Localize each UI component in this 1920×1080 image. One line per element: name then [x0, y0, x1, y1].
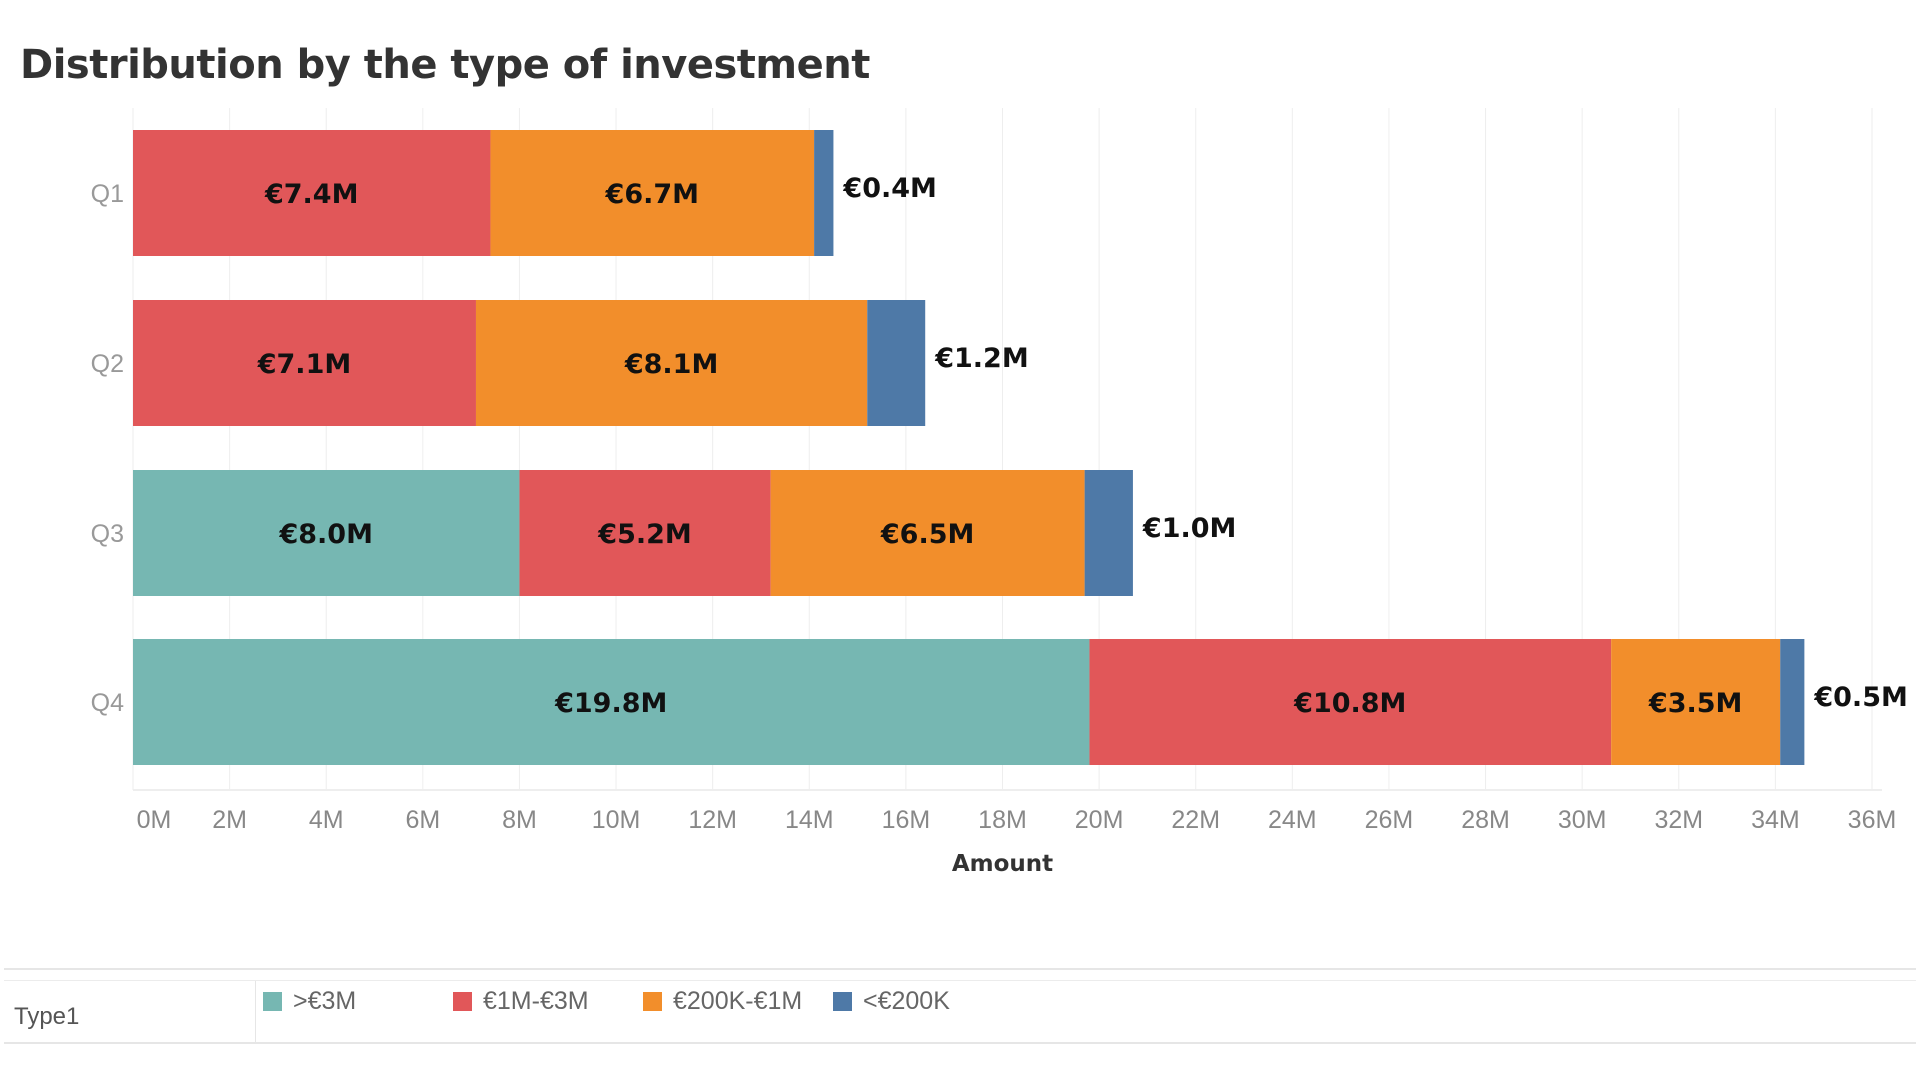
y-tick-label: Q3: [91, 520, 124, 548]
x-tick-label: 0M: [137, 806, 172, 834]
data-label: €6.5M: [880, 519, 975, 550]
bar-segment: [814, 130, 834, 256]
x-axis-title: Amount: [952, 851, 1053, 877]
bar-segment: [490, 130, 815, 256]
data-label: €3.5M: [1648, 688, 1743, 719]
data-label: €8.0M: [278, 519, 373, 550]
bar-segment: [133, 130, 491, 256]
bar-segment: [519, 470, 771, 596]
bar-segment: [133, 300, 476, 426]
legend-item-lt-200k[interactable]: <€200K: [833, 987, 950, 1016]
data-label: €10.8M: [1293, 688, 1406, 719]
x-tick-label: 16M: [882, 806, 931, 834]
y-tick-label: Q1: [91, 180, 124, 208]
data-label: €6.7M: [605, 179, 700, 210]
bar-segment: [1089, 639, 1612, 765]
legend-swatch: [263, 992, 282, 1011]
data-label: €7.1M: [257, 349, 352, 380]
x-tick-label: 30M: [1558, 806, 1607, 834]
data-label: €8.1M: [624, 349, 719, 380]
legend-label: €200K-€1M: [673, 987, 803, 1015]
x-tick-label: 36M: [1848, 806, 1897, 834]
data-label: €5.2M: [597, 519, 692, 550]
x-tick-label: 24M: [1268, 806, 1317, 834]
legend-swatch: [833, 992, 852, 1011]
x-tick-label: 28M: [1461, 806, 1510, 834]
x-tick-label: 26M: [1365, 806, 1414, 834]
legend-title: Type1: [14, 1003, 80, 1030]
bar-segment: [1084, 470, 1133, 596]
bar-segment: [867, 300, 926, 426]
legend-item-gt-3m[interactable]: >€3M: [263, 987, 356, 1016]
stacked-bar-chart: 0M 2M 4M 6M 8M 10M 12M 14M 16M 18M 20M 22M 24M 26M 28M…: [91, 108, 1908, 877]
legend-label: <€200K: [863, 987, 950, 1015]
x-tick-label: 8M: [502, 806, 537, 834]
data-label: €19.8M: [554, 688, 667, 719]
data-label: €0.5M: [1813, 682, 1908, 713]
bar-segment: [133, 470, 520, 596]
bar-segment: [1611, 639, 1781, 765]
x-tick-label: 10M: [592, 806, 641, 834]
data-label: €7.4M: [264, 179, 359, 210]
legend-divider: [255, 981, 256, 1042]
x-tick-label: 20M: [1075, 806, 1124, 834]
legend-swatch: [643, 992, 662, 1011]
legend-label: €1M-€3M: [483, 987, 589, 1015]
legend-label: >€3M: [293, 987, 357, 1015]
data-label: €1.2M: [934, 343, 1029, 374]
data-label: €0.4M: [842, 173, 937, 204]
bar-segment: [133, 639, 1090, 765]
bar-segment: [770, 470, 1085, 596]
x-tick-label: 32M: [1654, 806, 1703, 834]
bar-segment: [1780, 639, 1805, 765]
bar-segment: [475, 300, 868, 426]
chart-title: Distribution by the type of investment: [20, 42, 870, 88]
x-tick-label: 12M: [688, 806, 737, 834]
legend-item-1m-3m[interactable]: €1M-€3M: [453, 987, 589, 1016]
data-label: €1.0M: [1142, 513, 1237, 544]
legend-item-200k-1m[interactable]: €200K-€1M: [643, 987, 802, 1016]
x-tick-label: 4M: [309, 806, 344, 834]
legend: Type1 >€3M €1M-€3M €200K-€1M <€200K: [4, 968, 1916, 1044]
x-tick-label: 18M: [978, 806, 1027, 834]
y-tick-label: Q4: [91, 689, 124, 717]
x-tick-label: 6M: [405, 806, 440, 834]
x-tick-label: 2M: [212, 806, 247, 834]
x-tick-label: 34M: [1751, 806, 1800, 834]
x-tick-label: 14M: [785, 806, 834, 834]
x-tick-label: 22M: [1171, 806, 1220, 834]
y-tick-label: Q2: [91, 350, 124, 378]
legend-swatch: [453, 992, 472, 1011]
